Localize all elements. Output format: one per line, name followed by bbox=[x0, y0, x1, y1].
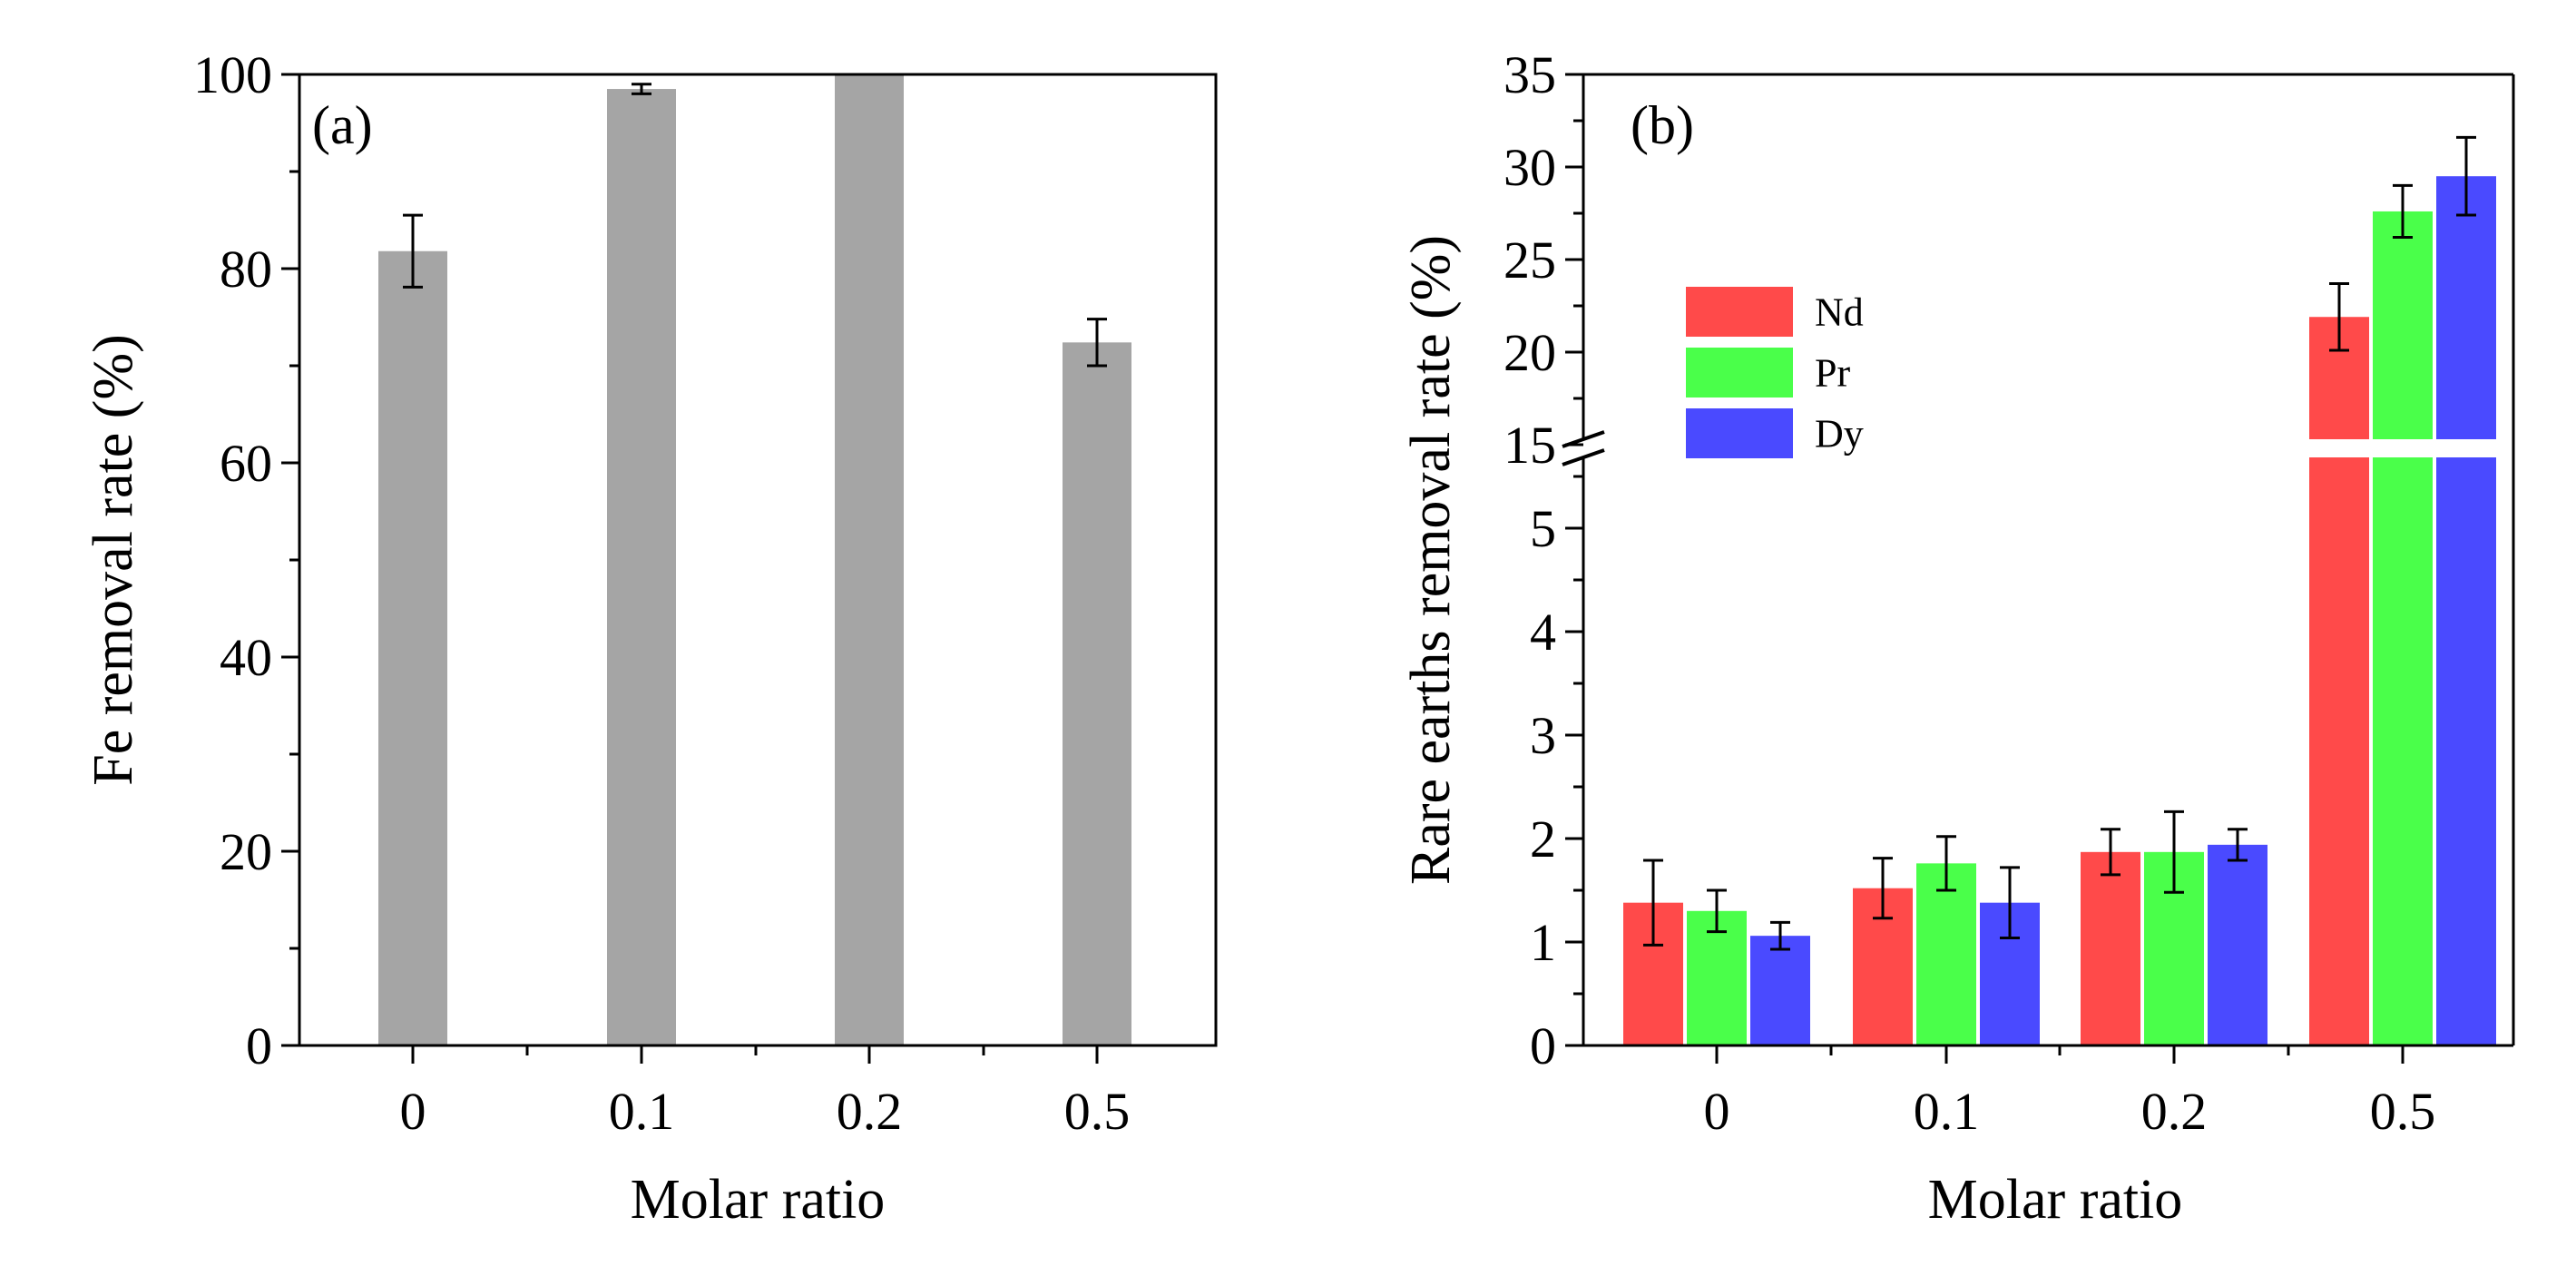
panel-a-y-tick-label: 0 bbox=[246, 1016, 272, 1075]
panel-b-x-axis-title: Molar ratio bbox=[1928, 1169, 2183, 1231]
panel-b-x-tick-label: 0.1 bbox=[1914, 1082, 1980, 1141]
panel-a-x-axis-title: Molar ratio bbox=[631, 1169, 886, 1231]
legend-label-dy: Dy bbox=[1815, 412, 1864, 456]
panel-b-y-tick-label: 35 bbox=[1503, 45, 1556, 104]
panel-b-y-tick-label: 20 bbox=[1503, 323, 1556, 382]
panel-b-y-tick-label: 15 bbox=[1503, 416, 1556, 475]
panel-b-y-tick-label: 5 bbox=[1530, 499, 1556, 558]
legend-swatch-pr bbox=[1686, 348, 1793, 397]
panel-a-x-tick-label: 0.1 bbox=[609, 1082, 675, 1141]
fe-bar-0.1 bbox=[607, 89, 676, 1045]
panel-a-y-tick-label: 100 bbox=[193, 45, 272, 104]
panel-a-x-tick-label: 0.2 bbox=[837, 1082, 903, 1141]
panel-a-label: (a) bbox=[312, 95, 373, 155]
bar-dy-0.2 bbox=[2208, 844, 2267, 1045]
panel-a-fe-removal: 0 20 40 60 80 100 0 0.1 0.2 0.5 (a) Molar ratio F… bbox=[83, 45, 1218, 1231]
panel-b-rare-earth-removal: 0 1 2 3 4 5 15 20 25 30 35 0 0.1 0.2 0.5 (b) Nd Pr Dy Mo… bbox=[1400, 45, 2518, 1231]
bar-pr-0.1 bbox=[1916, 863, 1976, 1045]
panel-b-y-tick-label: 1 bbox=[1530, 913, 1556, 972]
legend-swatch-nd bbox=[1686, 287, 1793, 337]
panel-b-axis-break-gap bbox=[1583, 439, 2518, 457]
panel-b-label: (b) bbox=[1631, 95, 1694, 155]
panel-b-y-tick-label: 0 bbox=[1530, 1016, 1556, 1075]
panel-b-y-tick-label: 25 bbox=[1503, 231, 1556, 290]
bar-pr-0 bbox=[1687, 910, 1747, 1045]
panel-a-x-tick-label: 0 bbox=[400, 1082, 426, 1141]
panel-a-y-axis-title: Fe removal rate (%) bbox=[83, 334, 144, 785]
panel-a-y-tick-label: 60 bbox=[220, 434, 272, 493]
bar-nd-0.2 bbox=[2081, 851, 2140, 1045]
panel-b-y-tick-label: 3 bbox=[1530, 706, 1556, 765]
panel-a-error-bars bbox=[403, 73, 1107, 368]
panel-a-x-tick-label: 0.5 bbox=[1064, 1082, 1131, 1141]
panel-b-x-tick-label: 0.2 bbox=[2141, 1082, 2208, 1141]
panel-b-bars bbox=[1623, 176, 2496, 1045]
panel-a-bars bbox=[378, 74, 1131, 1045]
bar-nd-0.5 bbox=[2309, 317, 2369, 1045]
bar-pr-0.5 bbox=[2373, 211, 2433, 1045]
fe-bar-0 bbox=[378, 250, 447, 1045]
panel-b-ticks: 0 1 2 3 4 5 15 20 25 30 35 0 0.1 0.2 0.5 bbox=[1503, 45, 2435, 1141]
panel-b-x-tick-label: 0.5 bbox=[2370, 1082, 2436, 1141]
panel-b-y-tick-label: 2 bbox=[1530, 810, 1556, 869]
panel-a-y-tick-label: 20 bbox=[220, 822, 272, 881]
panel-a-y-tick-label: 80 bbox=[220, 240, 272, 299]
legend-label-nd: Nd bbox=[1815, 290, 1864, 335]
bar-dy-0.5 bbox=[2436, 176, 2496, 1045]
panel-b-y-axis-title: Rare earths removal rate (%) bbox=[1400, 235, 1462, 885]
bar-dy-0 bbox=[1750, 936, 1810, 1045]
panel-a-y-tick-label: 40 bbox=[220, 628, 272, 687]
panel-a-ticks: 0 20 40 60 80 100 0 0.1 0.2 0.5 bbox=[193, 45, 1130, 1141]
panel-b-y-tick-label: 4 bbox=[1530, 603, 1556, 662]
panel-b-error-bars bbox=[1643, 135, 2476, 951]
panel-b-legend: Nd Pr Dy bbox=[1686, 287, 1864, 458]
panel-b-y-tick-label: 30 bbox=[1503, 138, 1556, 197]
panel-b-x-tick-label: 0 bbox=[1704, 1082, 1730, 1141]
legend-swatch-dy bbox=[1686, 408, 1793, 458]
fe-bar-0.5 bbox=[1063, 342, 1131, 1045]
legend-label-pr: Pr bbox=[1815, 351, 1850, 396]
fe-bar-0.2 bbox=[835, 74, 904, 1045]
